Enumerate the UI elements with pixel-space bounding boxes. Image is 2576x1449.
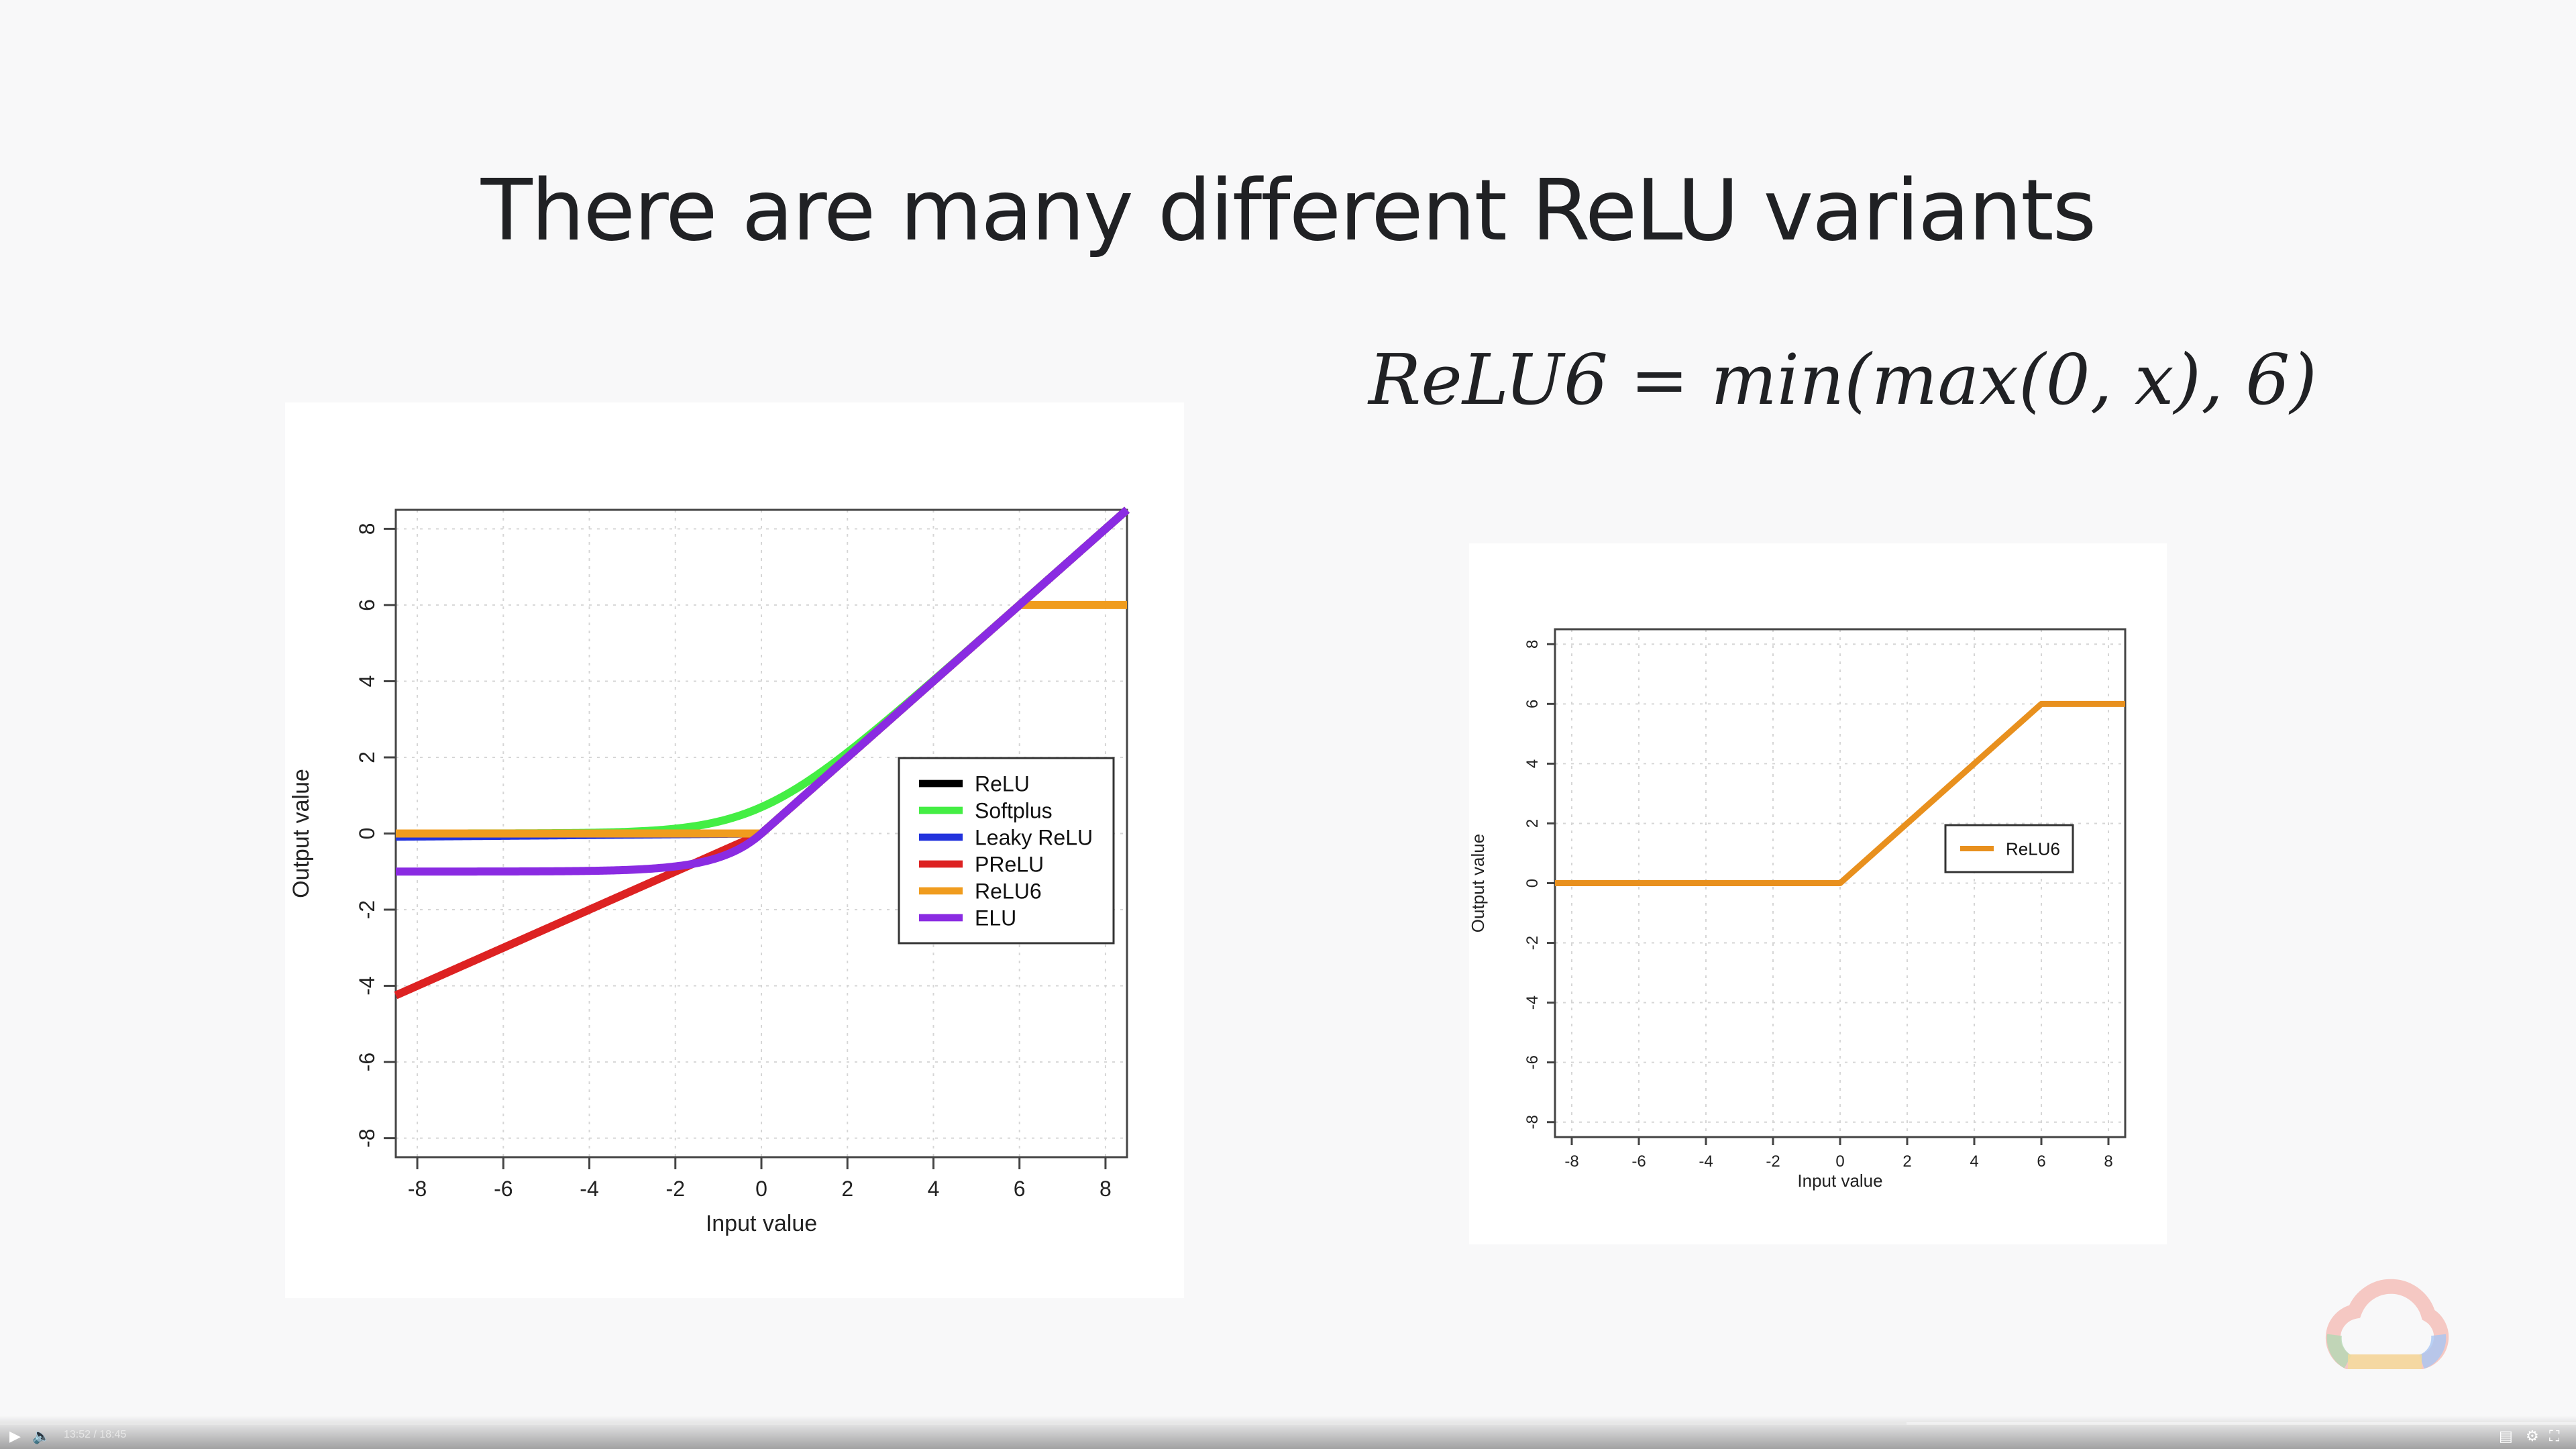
legend-label: ReLU: [975, 772, 1030, 796]
relu6-chart: -8 -6 -4 -2 0 2 4 6 8 -8 -6 -4 -2 0 2 4 6 8 Input value Out…: [1468, 543, 2167, 1244]
y-axis-label: Output value: [288, 769, 314, 898]
formula-rhs: min(max(0, x), 6): [1711, 339, 2317, 421]
x-tick-label: -8: [408, 1177, 427, 1201]
x-tick-label: 0: [755, 1177, 767, 1201]
series-line-relu6: [1555, 700, 2125, 886]
x-tick-label: 8: [1099, 1177, 1112, 1201]
y-tick-label: -2: [355, 900, 379, 919]
x-tick-label: -2: [666, 1177, 685, 1201]
y-tick-label: 6: [1523, 700, 1542, 708]
x-tick-label: 6: [1014, 1177, 1026, 1201]
fullscreen-icon[interactable]: ⛶: [2549, 1428, 2560, 1444]
video-time: 13:52 / 18:45: [64, 1429, 127, 1440]
video-player-bar: [0, 1415, 2576, 1449]
relu-variants-chart: -8 -6 -4 -2 0 2 4 6 8 -8 -6 -4 -2 0 2 4 6 8 Input value Out…: [285, 402, 1184, 1298]
y-tick-label: 6: [355, 599, 379, 611]
video-progress-fill: [0, 1422, 1907, 1425]
legend-label: Leaky ReLU: [975, 826, 1093, 850]
y-tick-label: 4: [1523, 759, 1542, 768]
y-tick-label: -2: [1523, 936, 1542, 950]
video-progress-bar[interactable]: [0, 1422, 2576, 1425]
legend-label: Softplus: [975, 799, 1053, 823]
x-tick-label: 2: [1902, 1152, 1911, 1171]
y-tick-label: -8: [1523, 1115, 1542, 1129]
y-tick-label: -6: [1523, 1055, 1542, 1069]
x-tick-label: 2: [841, 1177, 853, 1201]
captions-icon[interactable]: ▤: [2499, 1428, 2513, 1444]
legend-label: ELU: [975, 906, 1016, 930]
x-axis-label: Input value: [1797, 1171, 1882, 1191]
x-tick-label: -2: [1766, 1152, 1780, 1171]
play-icon[interactable]: ▶: [9, 1428, 21, 1444]
x-tick-label: -4: [1699, 1152, 1713, 1171]
legend-box: [898, 757, 1115, 945]
y-tick-label: -4: [1523, 996, 1542, 1010]
legend-label: ReLU6: [2006, 839, 2060, 859]
y-tick-label: 2: [1523, 819, 1542, 828]
volume-icon[interactable]: 🔈: [32, 1428, 51, 1444]
settings-icon[interactable]: ⚙: [2526, 1428, 2539, 1444]
relu6-plot: -8 -6 -4 -2 0 2 4 6 8 -8 -6 -4 -2 0 2 4 6 8 Input value Out…: [1468, 628, 2127, 1191]
series-line-elu: [393, 506, 1130, 876]
x-tick-label: 8: [2104, 1152, 2112, 1171]
y-tick-label: 8: [1523, 640, 1542, 649]
x-tick-label: 4: [1970, 1152, 1978, 1171]
y-axis-label: Output value: [1469, 834, 1488, 932]
x-tick-label: 4: [928, 1177, 940, 1201]
x-tick-label: -6: [1631, 1152, 1646, 1171]
y-tick-label: 0: [1523, 879, 1542, 888]
y-tick-label: 8: [355, 523, 379, 535]
y-tick-label: -8: [355, 1128, 379, 1147]
legend-label: PReLU: [975, 853, 1044, 877]
formula-equals: =: [1608, 339, 1711, 421]
y-tick-label: 2: [355, 751, 379, 763]
y-tick-label: 4: [355, 676, 379, 688]
y-tick-label: -6: [355, 1053, 379, 1071]
google-cloud-logo: [2325, 1279, 2449, 1369]
slide-title: There are many different ReLU variants: [480, 161, 2097, 260]
x-axis-label: Input value: [706, 1211, 817, 1236]
x-tick-label: -4: [580, 1177, 598, 1201]
formula-lhs: ReLU6: [1368, 339, 1609, 421]
y-tick-label: -4: [355, 976, 379, 995]
relu-variants-plot: -8 -6 -4 -2 0 2 4 6 8 -8 -6 -4 -2 0 2 4 6 8 Input value Out…: [288, 506, 1130, 1236]
legend-label: ReLU6: [975, 879, 1042, 904]
x-tick-label: 6: [2037, 1152, 2045, 1171]
relu6-formula: ReLU6 = min(max(0, x), 6): [1368, 339, 2317, 421]
y-tick-label: 0: [355, 828, 379, 840]
x-tick-label: 0: [1835, 1152, 1844, 1171]
x-tick-label: -8: [1564, 1152, 1578, 1171]
x-tick-label: -6: [494, 1177, 513, 1201]
